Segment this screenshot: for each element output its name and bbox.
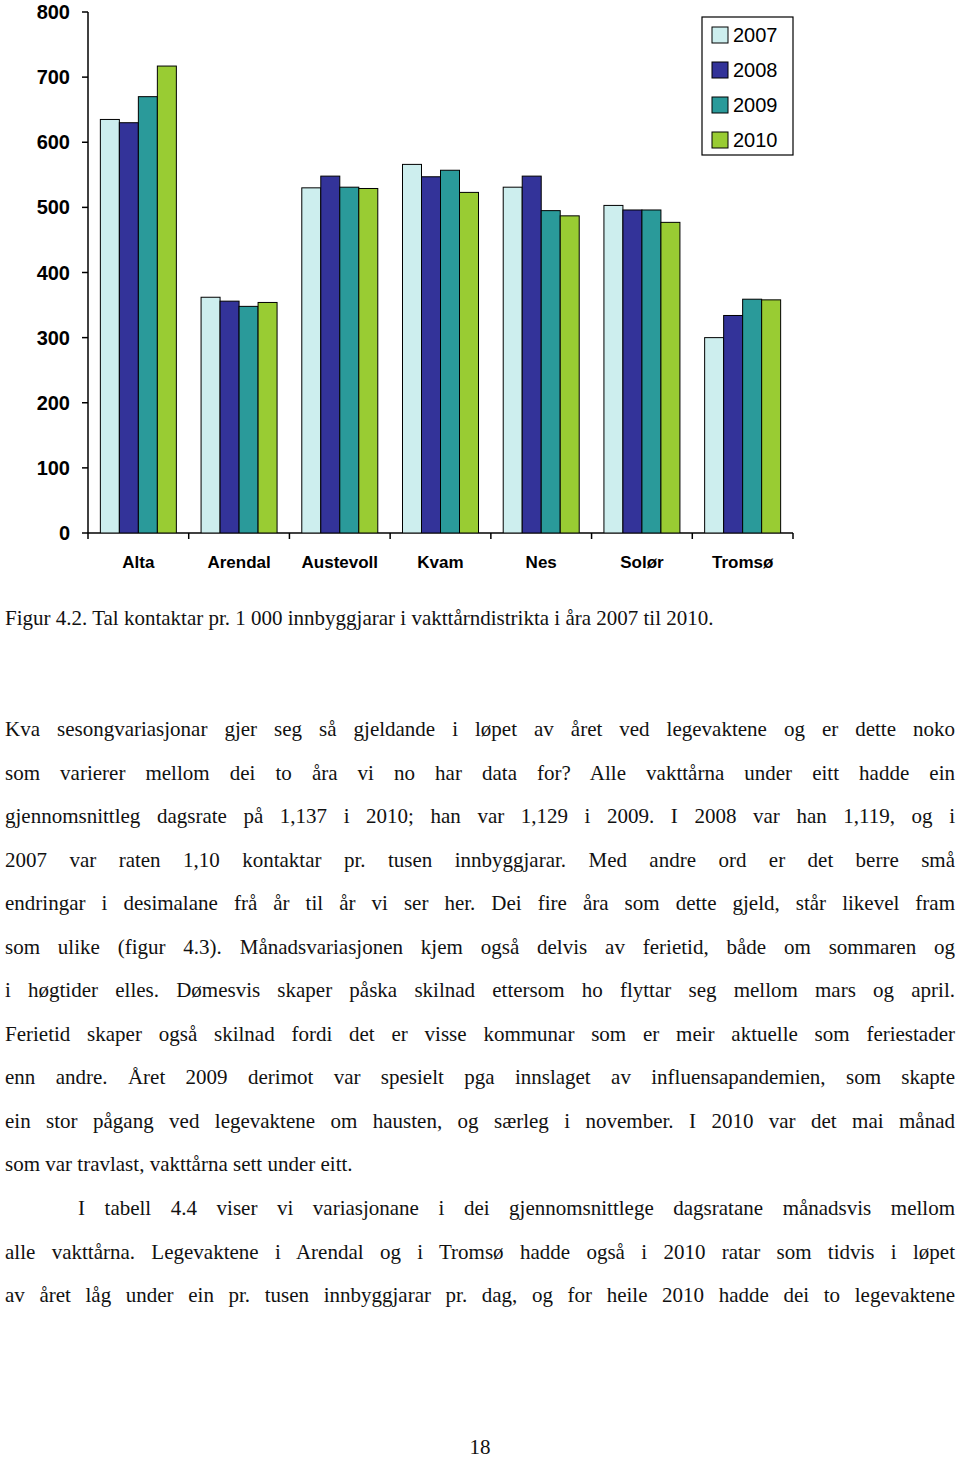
bar (642, 210, 661, 533)
bar (503, 187, 522, 533)
x-tick (692, 533, 694, 539)
chart: 0 100 200 300 400 500 600 700 800 Alta Arendal Aust… (0, 0, 960, 590)
legend-label: 2007 (733, 24, 778, 46)
x-tick-label: Solør (620, 553, 664, 572)
bar (541, 211, 560, 533)
text-line: som ulike (figur 4.3). Månadsvariasjonen… (5, 935, 955, 959)
bar (762, 300, 781, 533)
text-line: gjennomsnittleg dagsrate på 1,137 i 2010… (5, 804, 955, 828)
bar (560, 216, 579, 533)
text-line: endringar i desimalane frå år til år vi … (5, 891, 955, 915)
x-tick-label: Tromsø (712, 553, 774, 572)
y-tick (82, 337, 88, 339)
x-tick (490, 533, 492, 539)
bar (460, 192, 479, 533)
bar (201, 297, 220, 533)
x-tick (792, 533, 794, 539)
x-tick (289, 533, 291, 539)
y-tick-label: 100 (37, 457, 70, 479)
x-tick-label: Alta (122, 553, 155, 572)
bar (661, 222, 680, 533)
bar (239, 306, 258, 533)
y-tick-label: 600 (37, 131, 70, 153)
text-line: Kva sesongvariasjonar gjer seg så gjelda… (5, 717, 955, 741)
legend (702, 17, 793, 155)
y-tick (82, 532, 88, 534)
legend-swatch (712, 27, 728, 43)
x-tick (188, 533, 190, 539)
x-tick-label: Nes (526, 553, 557, 572)
bar (522, 176, 541, 533)
y-tick-label: 300 (37, 327, 70, 349)
legend-swatch (712, 62, 728, 78)
legend-label: 2008 (733, 59, 778, 81)
text-line: som var travlast, vakttårna sett under e… (5, 1152, 955, 1176)
x-tick-label: Austevoll (302, 553, 379, 572)
y-tick (82, 207, 88, 209)
y-tick (82, 467, 88, 469)
bar (119, 123, 138, 533)
text-line: Figur 4.2. Tal kontaktar pr. 1 000 innby… (5, 606, 955, 630)
bar (604, 205, 623, 533)
bar (100, 119, 119, 533)
bar (302, 188, 321, 533)
x-tick-label: Arendal (207, 553, 270, 572)
y-tick (82, 76, 88, 78)
bar (340, 187, 359, 533)
bar (138, 97, 157, 533)
legend-swatch (712, 132, 728, 148)
y-tick (82, 11, 88, 13)
x-tick (591, 533, 593, 539)
bar (623, 210, 642, 533)
text-line: alle vakttårna. Legevaktene i Arendal og… (5, 1240, 955, 1264)
bar (441, 170, 460, 533)
page-number: 18 (0, 1435, 960, 1458)
bar (743, 299, 762, 533)
bar (157, 66, 176, 533)
y-tick-label: 400 (37, 262, 70, 284)
y-tick (82, 402, 88, 404)
text-line: som varierer mellom dei to åra vi no har… (5, 761, 955, 785)
bar (403, 164, 422, 533)
text-line: av året låg under ein pr. tusen innbyggj… (5, 1283, 955, 1307)
y-tick (82, 142, 88, 144)
legend-label: 2009 (733, 94, 778, 116)
text-line: ein stor pågang ved legevaktene om haust… (5, 1109, 955, 1133)
bar (359, 188, 378, 533)
text-line: i høgtider elles. Dømesvis skaper påska … (5, 978, 955, 1002)
text-line: Ferietid skaper også skilnad fordi det e… (5, 1022, 955, 1046)
y-tick-label: 500 (37, 196, 70, 218)
x-tick-label: Kvam (417, 553, 463, 572)
bar (422, 177, 441, 533)
y-tick-label: 200 (37, 392, 70, 414)
bar (705, 338, 724, 533)
x-tick (87, 533, 89, 539)
text-line: 2007 var raten 1,10 kontaktar pr. tusen … (5, 848, 955, 872)
legend-label: 2010 (733, 129, 778, 151)
y-tick-label: 800 (37, 1, 70, 23)
bar (724, 315, 743, 533)
y-tick-label: 0 (59, 522, 70, 544)
legend-swatch (712, 97, 728, 113)
bars (100, 66, 780, 533)
bar (220, 301, 239, 533)
y-tick (82, 272, 88, 274)
text-line: I tabell 4.4 viser vi variasjonane i dei… (78, 1196, 955, 1220)
y-tick-label: 700 (37, 66, 70, 88)
text-line: enn andre. Året 2009 derimot var spesiel… (5, 1065, 955, 1089)
x-tick (389, 533, 391, 539)
bar (321, 176, 340, 533)
bar (258, 302, 277, 533)
